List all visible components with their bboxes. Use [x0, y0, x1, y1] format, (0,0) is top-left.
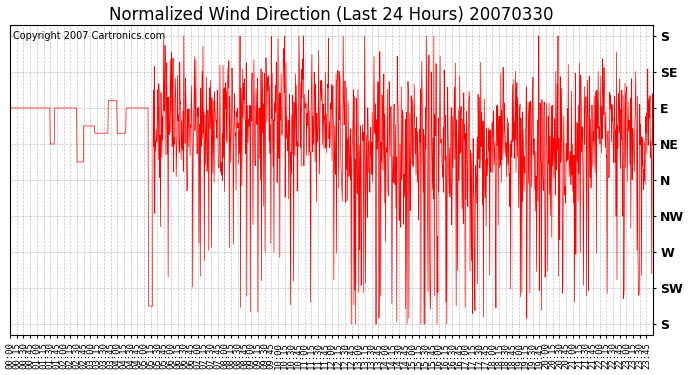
Title: Normalized Wind Direction (Last 24 Hours) 20070330: Normalized Wind Direction (Last 24 Hours… [109, 6, 553, 24]
Text: Copyright 2007 Cartronics.com: Copyright 2007 Cartronics.com [13, 31, 166, 41]
